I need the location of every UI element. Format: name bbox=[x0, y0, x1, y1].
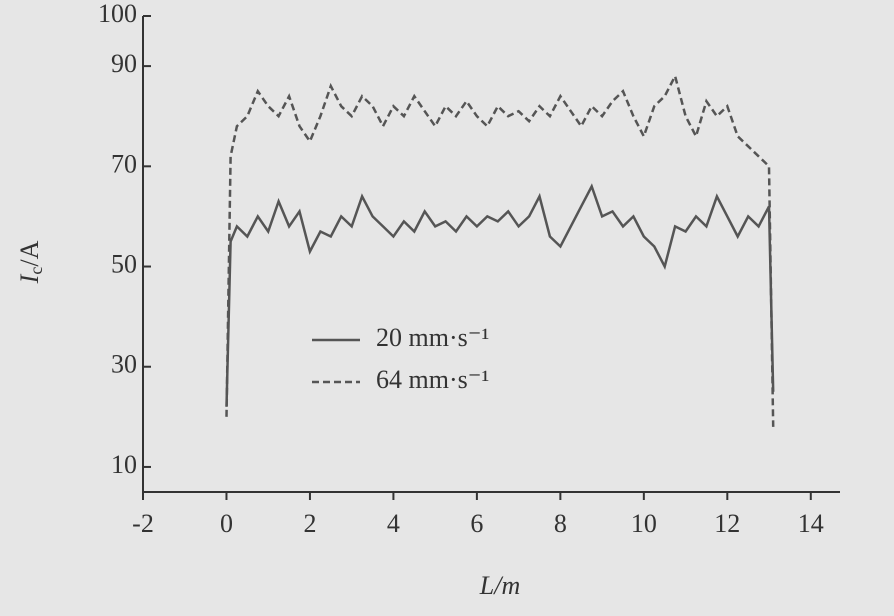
x-tick-label: 6 bbox=[470, 509, 483, 538]
x-tick-label: 0 bbox=[220, 509, 233, 538]
legend-label: 64 mm·s⁻¹ bbox=[376, 365, 489, 394]
x-tick-label: -2 bbox=[132, 509, 154, 538]
y-label-unit: /A bbox=[15, 240, 44, 266]
y-tick-label: 70 bbox=[111, 149, 137, 178]
y-tick-label: 100 bbox=[98, 0, 137, 28]
x-tick-label: 14 bbox=[798, 509, 824, 538]
y-label-subscript: c bbox=[26, 267, 46, 275]
y-tick-label: 10 bbox=[111, 450, 137, 479]
y-tick-label: 90 bbox=[111, 49, 137, 78]
y-label-symbol: I bbox=[15, 273, 44, 284]
y-tick-label: 50 bbox=[111, 249, 137, 278]
y-axis-label: Ic/A bbox=[15, 240, 46, 284]
x-tick-label: 8 bbox=[554, 509, 567, 538]
legend-label: 20 mm·s⁻¹ bbox=[376, 323, 489, 352]
x-tick-label: 12 bbox=[714, 509, 740, 538]
series-line bbox=[225, 183, 775, 407]
y-tick-label: 30 bbox=[111, 350, 137, 379]
x-tick-label: 2 bbox=[303, 509, 316, 538]
x-tick-label: 4 bbox=[387, 509, 400, 538]
x-axis-label: L/m bbox=[479, 571, 520, 600]
x-tick-label: 10 bbox=[631, 509, 657, 538]
